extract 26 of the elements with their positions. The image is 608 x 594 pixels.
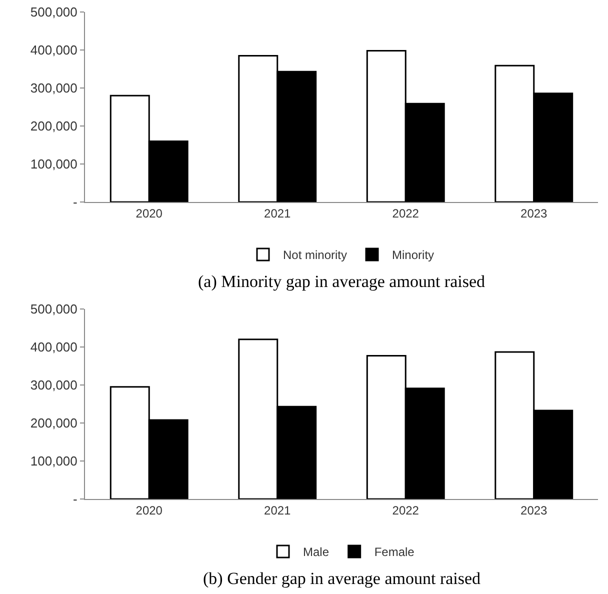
legend-label: Minority [392, 248, 434, 262]
y-tick-label: 100,000 [30, 454, 78, 469]
y-tick-label: 300,000 [30, 378, 78, 393]
y-tick-label: 400,000 [30, 42, 78, 58]
y-tick-label: 300,000 [30, 80, 78, 96]
y-tick-label: 400,000 [30, 340, 78, 355]
y-tick-label: - [73, 194, 78, 210]
legend-label: Male [303, 545, 330, 560]
legend-label: Female [374, 545, 415, 560]
y-tick-label: 200,000 [30, 118, 78, 134]
x-tick-label: 2021 [264, 206, 292, 220]
y-tick-label: 100,000 [30, 156, 78, 172]
x-tick-label: 2020 [136, 503, 163, 518]
x-tick-label: 2022 [392, 503, 420, 518]
y-tick-label: 200,000 [30, 416, 78, 431]
x-tick-label: 2023 [520, 503, 548, 518]
legend-label: Not minority [283, 248, 348, 262]
y-tick-label: 500,000 [30, 4, 78, 20]
y-tick-label: - [73, 492, 78, 507]
x-tick-label: 2022 [392, 206, 420, 220]
x-tick-label: 2023 [520, 206, 548, 220]
x-tick-label: 2021 [264, 503, 292, 518]
y-tick-label: 500,000 [30, 302, 78, 317]
text: (b) Gender gap in average amount raised [203, 569, 482, 588]
text: (a) Minority gap in average amount raised [198, 272, 486, 291]
x-tick-label: 2020 [136, 206, 163, 220]
